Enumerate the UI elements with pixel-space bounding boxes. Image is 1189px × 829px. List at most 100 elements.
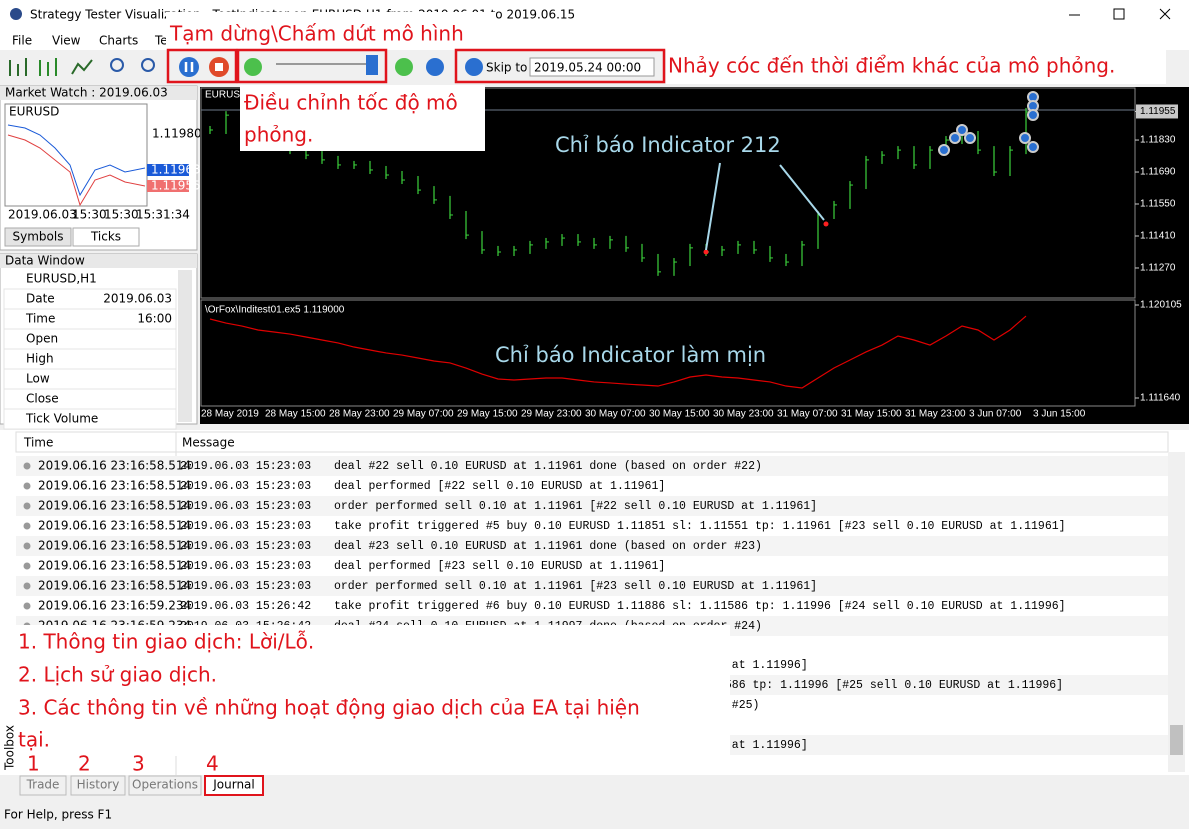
time-label: 31 May 23:00 bbox=[905, 409, 966, 420]
bottom-tab[interactable] bbox=[70, 775, 126, 796]
candle-icon[interactable] bbox=[39, 58, 57, 76]
data-field: High bbox=[26, 352, 54, 366]
y-tick-label: 1.111640 bbox=[1140, 393, 1181, 404]
trade-arrow bbox=[1027, 141, 1039, 153]
log-row bbox=[16, 496, 1168, 516]
bid-tag bbox=[147, 164, 189, 176]
panel-tab[interactable] bbox=[4, 227, 72, 247]
trade-arrow bbox=[938, 144, 950, 156]
bottom-tab-label: Journal bbox=[212, 778, 255, 792]
time-label: 28 May 2019 bbox=[201, 409, 259, 420]
slower-button[interactable] bbox=[244, 58, 262, 76]
log-icon bbox=[23, 482, 31, 490]
mini-time: 15:30 bbox=[72, 208, 107, 222]
market-watch-title: Market Watch : 2019.06.03 bbox=[5, 86, 168, 100]
log-stamp: 2019.06.03 15:23:03 bbox=[180, 480, 311, 493]
ask-tag bbox=[147, 180, 189, 192]
menu-item[interactable]: View bbox=[52, 34, 81, 48]
log-icon bbox=[23, 502, 31, 510]
skip-icon[interactable] bbox=[465, 58, 483, 76]
annotation-number: 2 bbox=[78, 752, 91, 776]
pause-button[interactable] bbox=[179, 57, 199, 77]
bid-price: 1.11963 bbox=[151, 163, 201, 177]
bottom-tab[interactable] bbox=[128, 775, 202, 796]
bottom-tab[interactable] bbox=[204, 775, 264, 796]
log-message: deal #22 sell 0.10 EURUSD at 1.11961 don… bbox=[334, 460, 762, 473]
price-tag bbox=[1136, 104, 1178, 119]
bottom-tab-label: History bbox=[77, 778, 120, 792]
log-row bbox=[16, 516, 1168, 536]
log-message: order performed sell 0.10 at 1.11961 [#2… bbox=[334, 580, 817, 593]
log-fragment: D at 1.11996] bbox=[718, 739, 808, 752]
log-stamp: 2019.06.03 15:23:03 bbox=[180, 520, 311, 533]
log-stamp: 2019.06.03 15:26:42 bbox=[180, 600, 311, 613]
data-scrollbar[interactable] bbox=[178, 270, 192, 422]
skip-label: Skip to bbox=[486, 61, 527, 75]
annotation-bg bbox=[240, 85, 485, 151]
bottom-tab[interactable] bbox=[19, 775, 67, 796]
mini-bid-line bbox=[7, 124, 146, 197]
line-icon[interactable] bbox=[71, 59, 93, 75]
y-tick-label: 1.120105 bbox=[1140, 300, 1182, 311]
annotation-bg bbox=[666, 50, 1166, 84]
annotation: Nhảy cóc đến thời điểm khác của mô phỏng… bbox=[668, 54, 1115, 78]
data-field: Open bbox=[26, 332, 58, 346]
menu-item[interactable]: File bbox=[12, 34, 32, 48]
trade-arrow bbox=[964, 132, 976, 144]
log-time: 2019.06.16 23:16:58.514 bbox=[38, 479, 191, 493]
annotation-number: 4 bbox=[206, 752, 219, 776]
log-row bbox=[16, 536, 1168, 556]
time-label: 31 May 15:00 bbox=[841, 409, 902, 420]
data-window-header bbox=[0, 254, 197, 268]
ask-price: 1.11955 bbox=[151, 179, 201, 193]
log-row bbox=[16, 476, 1168, 496]
maximize[interactable] bbox=[1113, 8, 1125, 20]
log-time: 2019.06.16 23:16:58.514 bbox=[38, 519, 191, 533]
log-icon bbox=[23, 582, 31, 590]
data-row bbox=[3, 408, 177, 430]
zoom-in[interactable] bbox=[110, 58, 124, 72]
step-button[interactable] bbox=[426, 58, 444, 76]
log-icon bbox=[23, 542, 31, 550]
log-time: 2019.06.16 23:16:58.514 bbox=[38, 579, 191, 593]
trade-arrow bbox=[956, 124, 968, 136]
zoom-out[interactable] bbox=[141, 58, 155, 72]
log-message: deal performed [#22 sell 0.10 EURUSD at … bbox=[334, 480, 665, 493]
annotation: Điều chỉnh tốc độ mô bbox=[244, 91, 458, 115]
time-label: 30 May 07:00 bbox=[585, 409, 646, 420]
trade-arrow bbox=[949, 132, 961, 144]
annotation-bg bbox=[166, 12, 496, 48]
stop-glyph bbox=[215, 63, 223, 71]
bar-chart-icon[interactable] bbox=[9, 58, 27, 76]
time-label: 29 May 15:00 bbox=[457, 409, 518, 420]
close[interactable] bbox=[1159, 8, 1171, 20]
annotation-number: 3 bbox=[132, 752, 145, 776]
column-header: Time bbox=[23, 436, 53, 450]
log-message: deal #23 sell 0.10 EURUSD at 1.11961 don… bbox=[334, 540, 762, 553]
log-row bbox=[16, 576, 1168, 596]
log-row bbox=[16, 596, 1168, 616]
log-message: deal performed [#23 sell 0.10 EURUSD at … bbox=[334, 560, 665, 573]
y-tick-label: 1.11955 bbox=[1140, 106, 1176, 117]
journal-scrollbar[interactable] bbox=[1168, 452, 1185, 772]
skip-date-field[interactable] bbox=[529, 57, 655, 77]
menu-item[interactable]: Te bbox=[154, 34, 168, 48]
speed-thumb[interactable] bbox=[366, 55, 378, 75]
data-field: Close bbox=[26, 392, 59, 406]
indicator-212-dot bbox=[823, 221, 829, 227]
data-symbol: EURUSD,H1 bbox=[26, 272, 97, 286]
annotation-frame bbox=[166, 48, 238, 84]
log-stamp: 2019.06.03 15:23:03 bbox=[180, 460, 311, 473]
scroll-thumb[interactable] bbox=[1170, 725, 1183, 755]
menu-item[interactable]: Charts bbox=[99, 34, 138, 48]
bottom-tab-label: Operations bbox=[132, 778, 198, 792]
annotation-number: 1 bbox=[27, 752, 40, 776]
time-label: 30 May 23:00 bbox=[713, 409, 774, 420]
log-time: 2019.06.16 23:16:58.514 bbox=[38, 499, 191, 513]
panel-tab-label: Ticks bbox=[90, 230, 121, 244]
log-stamp: 2019.06.03 15:23:03 bbox=[180, 500, 311, 513]
annotation: Chỉ báo Indicator làm mịn bbox=[495, 343, 766, 367]
panel-tab[interactable] bbox=[72, 227, 140, 247]
faster-button[interactable] bbox=[395, 58, 413, 76]
